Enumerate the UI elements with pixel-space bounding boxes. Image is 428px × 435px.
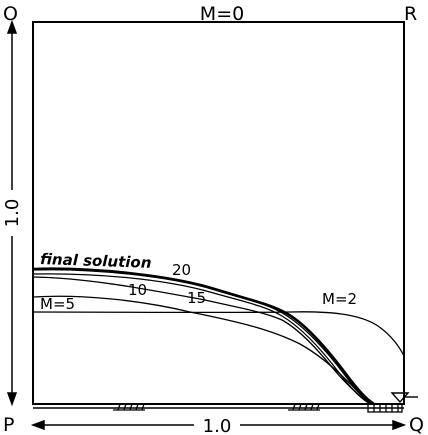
curve-label-15: 15	[187, 289, 206, 307]
ground-hatch-left	[113, 403, 145, 411]
vertical-dimension	[6, 19, 18, 407]
domain-boundary	[32, 21, 405, 405]
corner-label-r: R	[404, 3, 417, 25]
drain-block	[367, 403, 403, 413]
curve-m10	[32, 276, 371, 405]
top-boundary-label: M=0	[200, 3, 244, 25]
ground-hatch-right	[288, 403, 320, 411]
curve-final-solution	[32, 267, 375, 406]
horizontal-dimension	[30, 419, 407, 431]
horizontal-dimension-label: 1.0	[203, 416, 232, 435]
corner-label-p: P	[3, 414, 14, 435]
water-level-icon	[390, 392, 418, 404]
curve-m2	[32, 311, 405, 357]
corner-label-o: O	[3, 3, 18, 25]
corner-label-q: Q	[409, 414, 424, 435]
curve-label-m5: M=5	[40, 295, 75, 313]
curve-label-m2: M=2	[322, 290, 357, 308]
curve-label-20: 20	[172, 261, 191, 279]
curve-label-final: final solution	[40, 250, 152, 272]
curve-m15	[32, 273, 371, 405]
curve-label-10: 10	[128, 281, 147, 299]
vertical-dimension-label: 1.0	[2, 199, 23, 228]
